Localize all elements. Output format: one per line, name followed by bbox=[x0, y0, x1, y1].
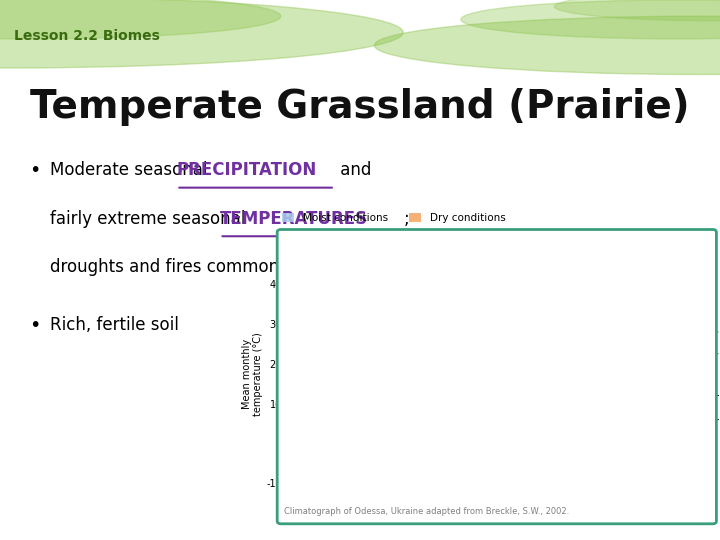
Text: •: • bbox=[29, 161, 40, 180]
Text: Climatograph of Odessa, Ukraine adapted from Breckle, S.W., 2002.: Climatograph of Odessa, Ukraine adapted … bbox=[284, 507, 570, 516]
Text: droughts and fires common: droughts and fires common bbox=[50, 258, 279, 276]
Y-axis label: Mean monthly
temperature (°C): Mean monthly temperature (°C) bbox=[242, 332, 264, 416]
Text: fairly extreme seasonal: fairly extreme seasonal bbox=[50, 210, 251, 227]
Text: TEMPERATURES: TEMPERATURES bbox=[220, 210, 368, 227]
Y-axis label: Mean monthly
precipitation (mm): Mean monthly precipitation (mm) bbox=[698, 328, 720, 420]
Circle shape bbox=[0, 0, 403, 68]
Text: •: • bbox=[29, 316, 40, 335]
Legend: Moist conditions, Dry conditions: Moist conditions, Dry conditions bbox=[278, 208, 510, 227]
Text: Precipitation: Precipitation bbox=[365, 352, 447, 390]
Text: Temperature: Temperature bbox=[564, 328, 630, 373]
Circle shape bbox=[554, 0, 720, 21]
Text: Rich, fertile soil: Rich, fertile soil bbox=[50, 316, 179, 334]
Circle shape bbox=[461, 0, 720, 39]
Text: and: and bbox=[335, 161, 372, 179]
Text: PRECIPITATION: PRECIPITATION bbox=[176, 161, 317, 179]
Text: ;: ; bbox=[403, 210, 409, 227]
Circle shape bbox=[0, 0, 281, 39]
Text: Lesson 2.2 Biomes: Lesson 2.2 Biomes bbox=[14, 29, 161, 43]
Circle shape bbox=[374, 16, 720, 75]
Text: Moderate seasonal: Moderate seasonal bbox=[50, 161, 213, 179]
Text: Temperate Grassland (Prairie): Temperate Grassland (Prairie) bbox=[30, 88, 690, 126]
